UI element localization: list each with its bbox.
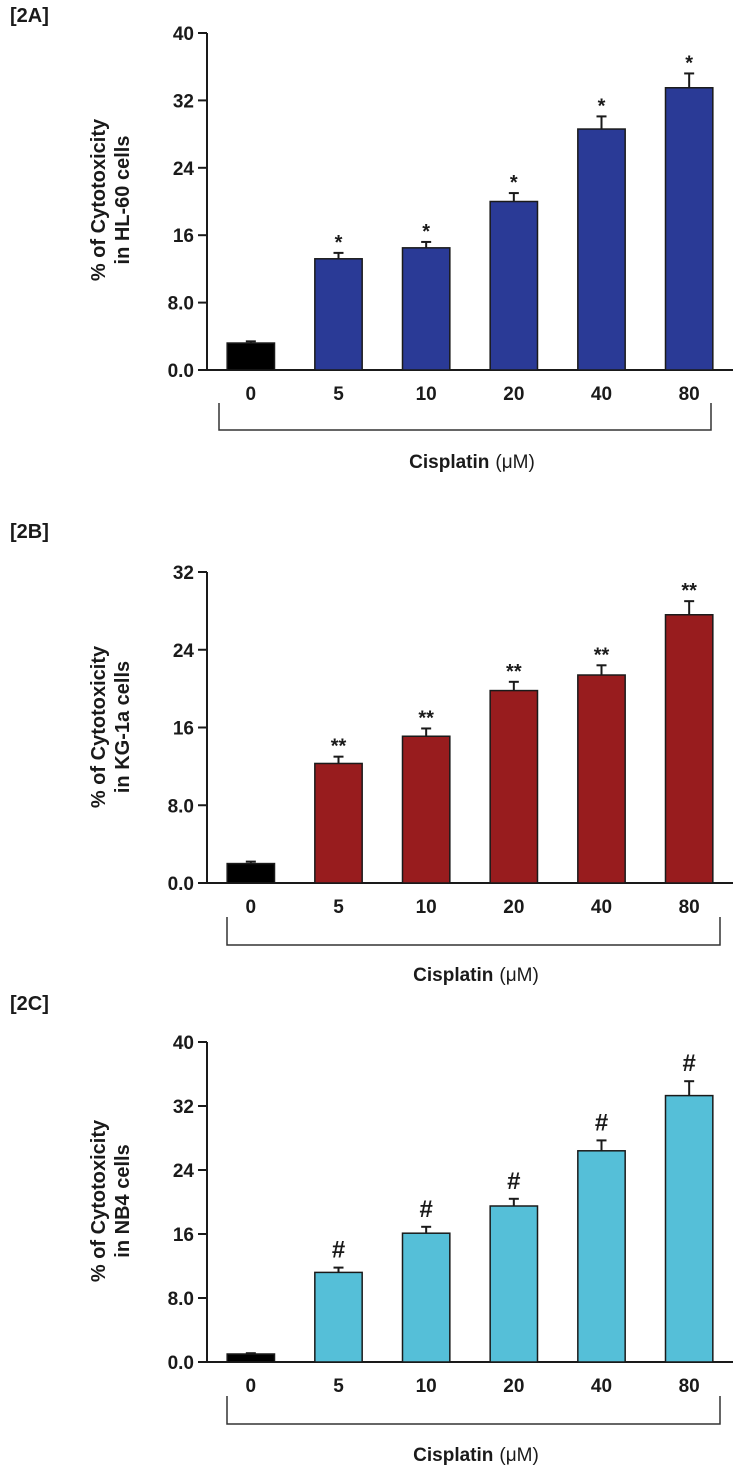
y-tick-label: 16 (173, 1225, 194, 1246)
x-axis-label-unit: (μM) (499, 1445, 538, 1466)
x-category-label: 40 (591, 897, 612, 918)
y-tick-label: 32 (173, 563, 194, 584)
bar (314, 1271, 363, 1363)
y-tick-label: 16 (173, 226, 194, 247)
significance-marker: ** (681, 580, 697, 602)
y-tick-label: 24 (173, 1161, 195, 1182)
chart-panel-2: [2B] 0.0 8.0 16 24 32 % of Cytotoxicity in KG-1… (10, 521, 733, 986)
y-tick-label: 24 (173, 159, 195, 180)
x-axis-label-text: Cisplatin (413, 965, 493, 986)
category-bracket (226, 1396, 721, 1425)
bar (489, 200, 539, 371)
significance-marker: ** (506, 661, 522, 683)
y-tick-label: 0.0 (168, 1353, 194, 1374)
y-tick-label: 0.0 (168, 874, 194, 895)
y-tick-label: 0.0 (168, 361, 194, 382)
significance-marker: ** (594, 644, 610, 666)
significance-marker: ** (331, 736, 347, 758)
x-category-label: 80 (679, 1376, 700, 1397)
x-axis-label-unit: (μM) (495, 452, 534, 473)
bar (577, 1150, 626, 1363)
significance-marker: ** (418, 707, 434, 729)
significance-marker: * (598, 95, 606, 117)
bar (314, 258, 363, 371)
bar (577, 128, 626, 371)
x-axis-label-text: Cisplatin (413, 1445, 493, 1466)
x-category-label: 5 (333, 384, 344, 405)
bar (401, 247, 451, 371)
bar (226, 1353, 276, 1363)
bar (226, 862, 276, 884)
bar (401, 735, 451, 884)
x-category-label: 5 (333, 897, 344, 918)
x-category-label: 20 (503, 384, 524, 405)
bar (664, 1094, 714, 1363)
significance-marker: # (332, 1237, 345, 1264)
significance-marker: # (595, 1109, 608, 1136)
x-category-label: 80 (679, 384, 700, 405)
x-category-label: 10 (416, 1376, 437, 1397)
x-axis-label: Cisplatin (μM) (413, 965, 539, 986)
chart-panel-1: [2A] 0.0 8.0 16 24 32 40 % of Cytotoxicity in HL… (10, 5, 733, 473)
panel-label: [2A] (10, 5, 49, 27)
x-axis-label: Cisplatin (μM) (409, 452, 535, 473)
x-category-label: 80 (679, 897, 700, 918)
y-tick-label: 24 (173, 641, 195, 662)
panel-label: [2B] (10, 521, 49, 543)
bar (664, 614, 714, 884)
significance-marker: # (507, 1168, 520, 1195)
bar (489, 689, 539, 884)
panel-label: [2C] (10, 993, 49, 1015)
y-tick-label: 32 (173, 1097, 194, 1118)
bar (664, 87, 714, 371)
significance-marker: # (682, 1050, 695, 1077)
significance-marker: * (685, 52, 693, 74)
x-category-label: 5 (333, 1376, 344, 1397)
x-category-label: 0 (246, 1376, 257, 1397)
x-category-label: 10 (416, 384, 437, 405)
y-axis-label-line2: in KG-1a cells (112, 661, 134, 793)
bar (577, 674, 626, 884)
bar (489, 1205, 539, 1363)
significance-marker: * (335, 232, 343, 254)
y-axis-label-line1: % of Cytotoxicity (88, 118, 110, 281)
x-category-label: 40 (591, 384, 612, 405)
x-axis-label-unit: (μM) (499, 965, 538, 986)
bar (314, 762, 363, 884)
significance-marker: * (422, 221, 430, 243)
x-category-label: 10 (416, 897, 437, 918)
y-axis-label-line2: in HL-60 cells (112, 136, 134, 265)
y-axis-label: % of Cytotoxicity in NB4 cells (88, 1119, 134, 1282)
y-tick-label: 32 (173, 91, 194, 112)
y-axis-label-line1: % of Cytotoxicity (88, 645, 110, 808)
y-tick-label: 8.0 (168, 1289, 194, 1310)
x-axis-label: Cisplatin (μM) (413, 1445, 539, 1466)
bar (226, 342, 276, 371)
chart-panel-3: [2C] 0.0 8.0 16 24 32 40 % of Cytotoxicity in NB… (10, 993, 733, 1466)
x-category-label: 20 (503, 1376, 524, 1397)
x-category-label: 40 (591, 1376, 612, 1397)
y-tick-label: 8.0 (168, 294, 194, 315)
y-tick-label: 40 (173, 1033, 194, 1054)
x-category-label: 20 (503, 897, 524, 918)
bar (401, 1232, 451, 1363)
y-axis-label-line2: in NB4 cells (112, 1144, 134, 1257)
y-axis-label-line1: % of Cytotoxicity (88, 1119, 110, 1282)
category-bracket (218, 403, 712, 431)
y-axis-label: % of Cytotoxicity in HL-60 cells (88, 118, 134, 281)
x-axis-label-text: Cisplatin (409, 452, 489, 473)
y-tick-label: 8.0 (168, 796, 194, 817)
x-category-label: 0 (246, 897, 257, 918)
significance-marker: * (510, 172, 518, 194)
category-bracket (226, 917, 721, 946)
significance-marker: # (419, 1196, 432, 1223)
x-category-label: 0 (246, 384, 257, 405)
y-axis-label: % of Cytotoxicity in KG-1a cells (88, 645, 134, 808)
y-tick-label: 16 (173, 719, 194, 740)
y-tick-label: 40 (173, 24, 194, 45)
